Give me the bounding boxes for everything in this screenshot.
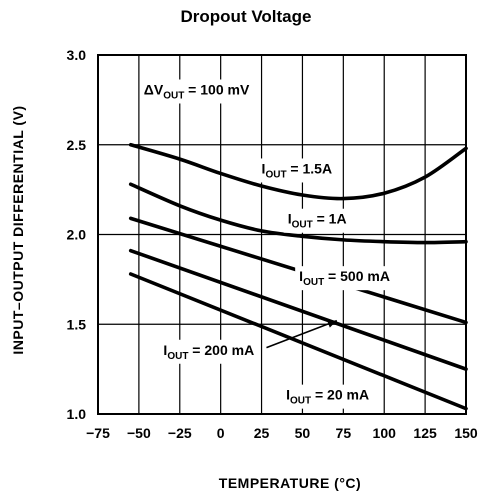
condition-label: ΔVOUT = 100 mV xyxy=(144,81,250,101)
series-200ma xyxy=(128,248,468,371)
x-tick-label: −75 xyxy=(86,425,110,441)
y-tick-label: 1.0 xyxy=(67,406,87,422)
arrow-200ma xyxy=(266,319,338,349)
x-tick-label: 100 xyxy=(373,425,397,441)
label-1a-bg xyxy=(283,208,351,233)
x-tick-label: 50 xyxy=(295,425,311,441)
x-tick-label: 125 xyxy=(413,425,437,441)
y-axis-label: INPUT–OUTPUT DIFFERENTIAL (V) xyxy=(10,105,26,354)
y-tick-label: 3.0 xyxy=(67,47,87,63)
label-20ma-bg xyxy=(282,384,374,409)
x-tick-label: 75 xyxy=(336,425,352,441)
arrowhead-200ma xyxy=(326,320,337,328)
label-1500ma-bg xyxy=(257,158,337,183)
plot-frame xyxy=(97,54,467,415)
x-tick-label: 150 xyxy=(454,425,478,441)
series-20ma xyxy=(128,272,468,411)
label-200ma: IOUT = 200 mA xyxy=(163,342,254,362)
tick-labels: −75 −50 −25 0 25 50 75 100 125 150 1.0 1.5 2.0 2.5 3.0 xyxy=(67,47,478,441)
label-1500ma: IOUT = 1.5A xyxy=(262,160,333,180)
label-500ma: IOUT = 500 mA xyxy=(299,268,390,288)
series-1500ma xyxy=(128,142,468,201)
x-tick-label: −50 xyxy=(127,425,151,441)
condition-label-bg xyxy=(139,79,254,104)
label-500ma-bg xyxy=(295,266,394,291)
x-tick-label: 0 xyxy=(217,425,225,441)
annotations: ΔVOUT = 100 mV IOUT = 1.5A IOUT = 1A IOUT =… xyxy=(139,79,394,409)
label-200ma-bg xyxy=(159,339,259,364)
series-1a xyxy=(128,182,468,245)
x-tick-label: 25 xyxy=(254,425,270,441)
y-tick-label: 2.0 xyxy=(67,227,87,243)
y-tick-label: 2.5 xyxy=(67,137,87,153)
label-1a: IOUT = 1A xyxy=(288,211,347,231)
x-axis-label: TEMPERATURE (°C) xyxy=(219,475,361,491)
label-20ma: IOUT = 20 mA xyxy=(286,387,369,407)
y-tick-label: 1.5 xyxy=(67,316,87,332)
x-tick-label: −25 xyxy=(168,425,192,441)
chart-title: Dropout Voltage xyxy=(181,7,312,26)
